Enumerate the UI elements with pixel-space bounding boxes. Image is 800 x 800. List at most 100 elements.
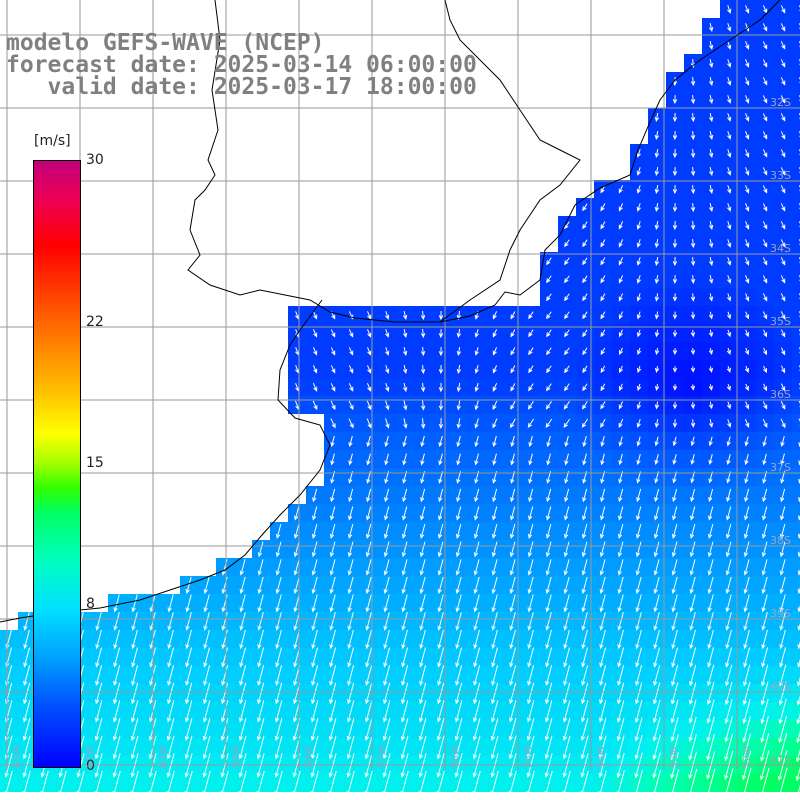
wind-arrow [546,488,552,503]
wind-arrow [474,453,479,466]
wind-arrow [707,647,715,668]
wind-arrow [616,700,625,723]
wind-arrow [672,257,678,267]
wind-arrow [148,770,157,797]
wind-arrow [94,735,103,760]
wind-arrow [618,329,623,338]
wind-arrow [727,95,732,104]
wind-arrow [564,311,570,320]
wind-arrow [742,681,751,706]
wind-arrow [652,699,661,724]
wind-arrow [672,488,678,503]
wind-arrow [437,541,444,558]
wind-arrow [745,401,750,410]
wind-arrow [563,612,570,631]
wind-arrow [473,629,480,650]
wind-arrow [780,41,786,50]
wind-arrow [239,629,246,650]
latitude-label: 41S [770,753,791,766]
wind-arrow [761,629,768,650]
wind-arrow [636,167,641,176]
wind-arrow [472,735,481,760]
wind-arrow [474,506,480,521]
wind-arrow [473,594,480,613]
wind-arrow [22,717,31,742]
wind-arrow [582,383,588,392]
wind-arrow [670,699,679,724]
wind-arrow [508,700,517,723]
wind-cell [792,594,800,612]
wind-arrow [599,576,606,595]
wind-arrow [184,700,193,723]
wind-arrow [401,541,408,558]
wind-arrow [780,203,786,212]
wind-arrow [419,612,426,631]
wind-arrow [634,682,643,705]
wind-cell [792,486,800,504]
wind-arrow [780,453,785,466]
wind-arrow [652,717,661,742]
wind-arrow [636,418,641,428]
latitude-label: 38S [770,534,791,547]
wind-arrow [438,400,444,411]
wind-arrow [780,77,786,86]
wind-arrow [490,700,499,723]
wind-arrow [546,311,552,320]
wind-arrow [545,523,552,540]
wind-arrow [562,735,571,760]
wind-arrow [401,612,408,631]
wind-arrow [438,418,444,430]
wind-arrow [401,647,409,668]
wind-cell [792,162,800,180]
wind-arrow [239,647,247,668]
wind-arrow [688,716,697,743]
wind-arrow [724,664,733,687]
wind-arrow [582,275,588,284]
wind-arrow [617,523,624,540]
wind-cell [792,684,800,702]
wind-arrow [671,629,678,650]
wind-arrow [600,221,606,230]
wind-arrow [329,523,336,540]
wind-arrow [636,488,642,503]
wind-arrow [564,453,569,466]
wind-arrow [112,717,121,742]
wind-arrow [367,311,372,320]
wind-arrow [724,699,733,724]
wind-arrow [599,682,607,705]
wind-arrow [473,647,481,668]
wind-arrow [491,594,498,613]
wind-arrow [526,717,535,742]
wind-arrow [438,347,444,357]
wind-arrow [762,221,768,230]
wind-arrow [762,131,768,140]
wind-arrow [688,699,697,724]
wind-arrow [672,113,678,123]
wind-arrow [437,576,444,595]
wind-arrow [672,131,678,141]
wind-arrow [689,647,697,668]
wind-arrow [311,541,318,558]
wind-arrow [474,435,479,448]
wind-arrow [456,365,462,375]
wind-arrow [95,665,103,686]
wind-arrow [672,401,678,410]
wind-arrow [582,401,588,410]
wind-arrow [418,735,427,760]
wind-arrow [725,523,732,540]
wind-arrow [690,131,696,141]
wind-arrow [238,770,247,797]
wind-arrow [654,401,660,410]
wind-arrow [600,185,606,194]
wind-arrow [346,717,355,742]
wind-arrow [365,629,372,650]
wind-arrow [509,665,517,686]
wind-arrow [745,203,750,212]
wind-arrow [780,131,786,140]
wind-arrow [743,559,750,576]
wind-arrow [23,682,31,705]
wind-arrow [383,682,391,705]
wind-arrow [563,541,570,558]
wind-arrow [672,149,678,159]
wind-cell [792,0,800,18]
